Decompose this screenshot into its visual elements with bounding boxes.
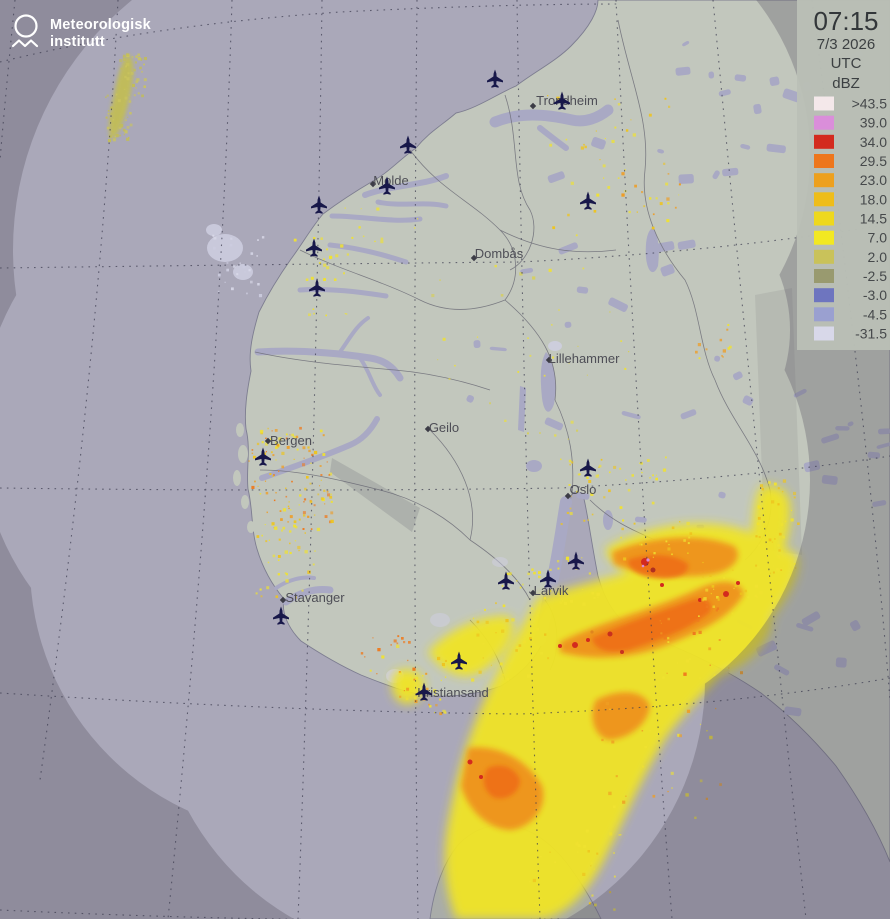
scattered-echoes [105,53,800,911]
city-molde: Molde [369,173,409,188]
logo-wave-icon [11,39,39,48]
coastal-islands [233,423,273,566]
city-geilo: Geilo [424,420,459,435]
logo-circle-icon [14,14,38,38]
legend-value: 34.0 [860,134,887,150]
city-trondheim: Trondheim [529,93,598,110]
clutter-streak [108,54,134,140]
legend-value: -4.5 [863,306,887,322]
precipitation-layer [105,53,800,919]
legend-value: -31.5 [855,326,887,342]
city-label: Kristiansand [417,685,489,700]
legend-row: 14.5 [814,211,887,227]
legend-rows: >43.5 39.0 34.0 29.5 23.0 18.0 14.5 7.0 … [814,96,887,342]
legend-swatch [814,192,834,207]
legend-row: 39.0 [814,115,887,131]
legend-row: 7.0 [814,230,887,246]
intense-cells [467,558,740,779]
city-label: Trondheim [536,93,598,108]
legend-value: >43.5 [852,96,888,112]
city-kristiansand: Kristiansand [417,685,489,700]
city-label: Geilo [429,420,459,435]
city-label: Larvik [534,583,569,598]
legend-panel-bg [797,0,890,350]
legend-row: 18.0 [814,191,887,207]
legend-swatch [814,154,834,168]
legend-swatch [814,249,834,264]
city-label: Dombås [475,246,524,261]
legend-row: -2.5 [814,268,887,284]
met-institute-logo: Meteorologisk institutt [11,14,152,50]
legend-row: -4.5 [814,306,887,322]
legend-row: >43.5 [814,96,887,112]
legend-row: 34.0 [814,134,887,150]
legend-unit: dBZ [832,75,860,92]
legend-swatch [814,134,834,149]
legend-value: 14.5 [860,211,887,227]
legend-value: 2.0 [868,249,888,265]
city-dombas: Dombås [470,246,524,262]
clock-timezone: UTC [831,55,862,72]
legend-swatch [814,288,834,303]
legend-swatch [814,211,834,226]
city-oslo: Oslo [564,482,597,500]
legend-row: 23.0 [814,172,887,188]
city-label: Oslo [570,482,597,497]
city-layer: Trondheim Molde Dombås Lillehammer Geilo… [264,93,620,700]
city-label: Stavanger [285,590,345,605]
legend-value: -3.0 [863,287,887,303]
legend-swatch [814,269,834,283]
clock-date: 7/3 2026 [817,36,875,53]
legend-swatch [814,96,834,111]
legend-row: -3.0 [814,287,887,303]
legend-row: 2.0 [814,249,887,265]
legend-value: 29.5 [860,153,887,169]
legend-value: 18.0 [860,191,887,207]
city-label: Molde [373,173,408,188]
city-label: Lillehammer [549,351,620,366]
logo-name-line2: institutt [50,34,105,50]
clock-time: 07:15 [813,6,878,36]
legend-value: 39.0 [860,115,887,131]
city-stavanger: Stavanger [279,590,345,605]
legend-row: 29.5 [814,153,887,169]
legend-swatch [814,230,834,245]
city-larvik: Larvik [529,583,569,598]
logo-name-line1: Meteorologisk [50,17,152,33]
legend-row: -31.5 [814,326,887,342]
city-lillehammer: Lillehammer [545,351,620,366]
legend-value: -2.5 [863,268,887,284]
legend-swatch [814,173,834,188]
legend-value: 23.0 [860,172,887,188]
legend-swatch [814,326,834,341]
borders [254,19,772,681]
city-label: Bergen [270,433,312,448]
legend-value: 7.0 [868,230,888,246]
legend-panel: 07:15 7/3 2026 UTC dBZ >43.5 39.0 34.0 2… [797,0,890,350]
legend-swatch [814,115,834,130]
legend-swatch [814,307,834,322]
city-bergen: Bergen [264,433,312,448]
